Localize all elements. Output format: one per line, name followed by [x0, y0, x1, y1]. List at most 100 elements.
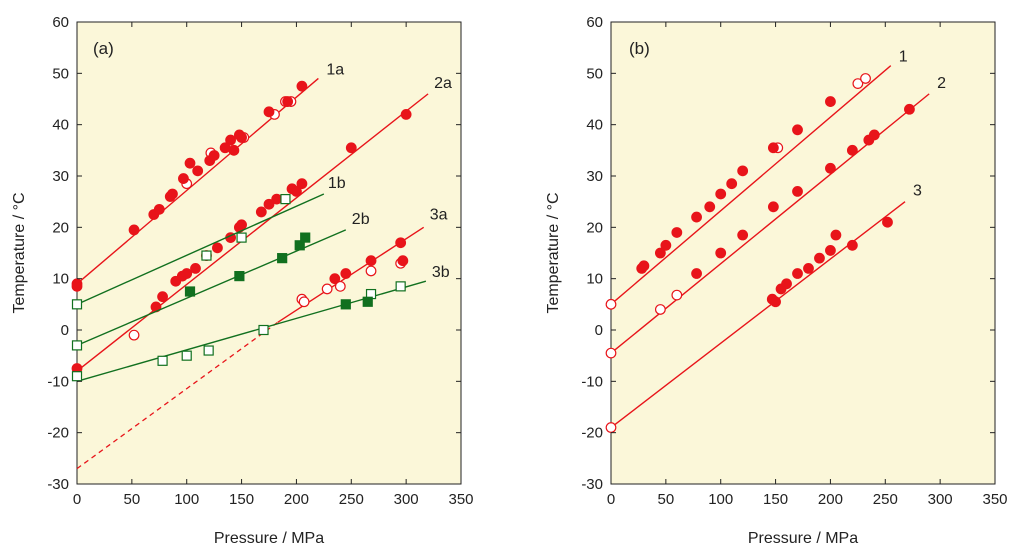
series-label-a-3a: 3a — [430, 206, 448, 223]
x-tick-label-b-7: 350 — [982, 491, 1007, 508]
point-a-3a-filled-0 — [329, 273, 341, 285]
point-a-1a-filled-17 — [263, 106, 275, 118]
y-tick-label-b-3: 0 — [595, 322, 603, 339]
point-b-2-filled-5 — [825, 162, 836, 174]
point-a-2a-filled-18 — [345, 142, 357, 154]
point-a-3b-open-6 — [395, 281, 406, 292]
point-a-3b-filled-1 — [362, 296, 373, 307]
x-tick-label-b-6: 300 — [928, 491, 953, 508]
point-a-2a-filled-17 — [296, 178, 308, 190]
point-a-3a-open-1 — [298, 296, 310, 308]
point-a-2b-filled-4 — [300, 232, 311, 243]
point-a-1a-filled-19 — [296, 80, 308, 92]
point-a-2a-filled-6 — [190, 263, 201, 274]
point-b-2-open-0 — [605, 347, 617, 359]
point-a-2b-filled-0 — [184, 286, 196, 297]
series-label-b-1: 1 — [899, 49, 908, 66]
point-a-3a-open-2 — [321, 283, 333, 295]
point-a-1a-filled-13 — [225, 134, 237, 146]
point-b-1-filled-4 — [671, 227, 683, 238]
series-label-a-3b: 3b — [432, 264, 450, 281]
x-tick-label-a-2: 100 — [174, 491, 199, 508]
x-tick-label-b-2: 100 — [708, 491, 733, 508]
plot-area-b — [610, 21, 996, 485]
x-tick-label-b-0: 0 — [607, 491, 615, 508]
point-b-1-open-2 — [852, 78, 864, 89]
point-b-1-open-3 — [860, 73, 871, 84]
point-a-2b-filled-2 — [277, 253, 288, 264]
fit-line-b-3 — [610, 201, 906, 429]
point-b-1-open-0 — [605, 298, 617, 310]
point-b-2-filled-9 — [904, 103, 915, 115]
x-tick-label-a-4: 200 — [284, 491, 309, 508]
x-tick-label-a-6: 300 — [394, 491, 419, 508]
y-tick-label-b-2: -10 — [581, 373, 603, 390]
point-b-3-filled-3 — [781, 278, 792, 290]
point-b-1-filled-1 — [638, 260, 650, 272]
point-a-2a-filled-2 — [157, 291, 168, 303]
point-b-3-filled-8 — [830, 229, 842, 241]
point-b-2-filled-0 — [691, 268, 702, 279]
point-b-2-filled-4 — [792, 185, 803, 197]
y-tick-label-b-0: -30 — [581, 476, 603, 493]
y-tick-label-a-0: -30 — [47, 476, 69, 493]
point-a-3b-open-4 — [258, 324, 269, 336]
x-tick-label-a-5: 250 — [339, 491, 364, 508]
point-a-3a-filled-4 — [397, 255, 409, 267]
x-tick-label-b-4: 200 — [818, 491, 843, 508]
series-label-a-1a: 1a — [326, 61, 344, 78]
point-a-3a-open-3 — [334, 280, 346, 292]
point-b-1-filled-5 — [691, 211, 702, 223]
series-label-a-2b: 2b — [352, 211, 370, 228]
point-a-1a-filled-4 — [153, 203, 165, 215]
point-a-1a-filled-9 — [192, 165, 204, 177]
point-b-1-filled-9 — [737, 165, 749, 177]
point-a-2a-open-0 — [128, 329, 140, 341]
plot-area-a — [76, 21, 462, 485]
point-a-2a-filled-8 — [212, 242, 223, 254]
point-a-1b-open-2 — [236, 232, 247, 243]
series-label-a-1b: 1b — [328, 175, 346, 192]
series-label-b-2: 2 — [937, 75, 946, 92]
point-a-1a-filled-14 — [228, 144, 240, 156]
point-a-3b-open-1 — [157, 355, 168, 366]
point-b-3-filled-7 — [825, 245, 836, 256]
fit-line-a-2a — [76, 93, 429, 372]
y-tick-label-b-7: 40 — [586, 117, 603, 134]
y-axis-label-a: Temperature / °C — [11, 192, 28, 313]
x-tick-label-b-3: 150 — [763, 491, 788, 508]
y-tick-label-b-5: 20 — [586, 219, 603, 236]
x-tick-label-b-1: 50 — [658, 491, 675, 508]
panel-label-b: (b) — [629, 39, 650, 58]
point-b-3-filled-4 — [792, 268, 803, 279]
axis-ticks-b: 0 50 100 150 200 250 300 350 -30 -20 -10 0 10 20 30 40 5… — [581, 14, 1007, 508]
point-b-1-filled-8 — [726, 178, 738, 190]
point-a-1b-open-3 — [280, 194, 291, 205]
panel-b: 1 2 3 0 50 100 150 200 250 300 350 -30 -20 -10 0 10 20 3… — [545, 14, 1008, 547]
panel-label-a: (a) — [93, 39, 114, 58]
point-a-3a-filled-2 — [365, 255, 377, 267]
point-a-2a-filled-19 — [400, 108, 412, 120]
y-tick-label-a-9: 60 — [52, 14, 69, 31]
point-a-2a-filled-14 — [271, 193, 283, 205]
point-a-3b-open-3 — [203, 345, 214, 356]
y-tick-label-a-4: 10 — [52, 271, 69, 288]
point-a-2a-filled-11 — [236, 219, 247, 231]
y-tick-label-b-6: 30 — [586, 168, 603, 185]
point-a-1a-filled-6 — [167, 188, 178, 200]
point-a-1a-filled-11 — [208, 150, 220, 161]
point-b-3-filled-10 — [882, 216, 893, 228]
point-a-1a-filled-2 — [128, 224, 140, 236]
point-a-2b-filled-3 — [294, 240, 305, 251]
y-tick-label-b-9: 60 — [586, 14, 603, 31]
point-a-2a-filled-16 — [291, 185, 302, 197]
point-b-2-open-2 — [671, 289, 683, 301]
point-b-1-filled-3 — [660, 239, 672, 251]
point-a-2a-filled-5 — [181, 268, 193, 279]
point-b-2-filled-2 — [737, 229, 749, 241]
point-a-3a-filled-3 — [395, 237, 407, 249]
point-b-3-filled-5 — [803, 263, 814, 274]
x-tick-label-a-3: 150 — [229, 491, 254, 508]
